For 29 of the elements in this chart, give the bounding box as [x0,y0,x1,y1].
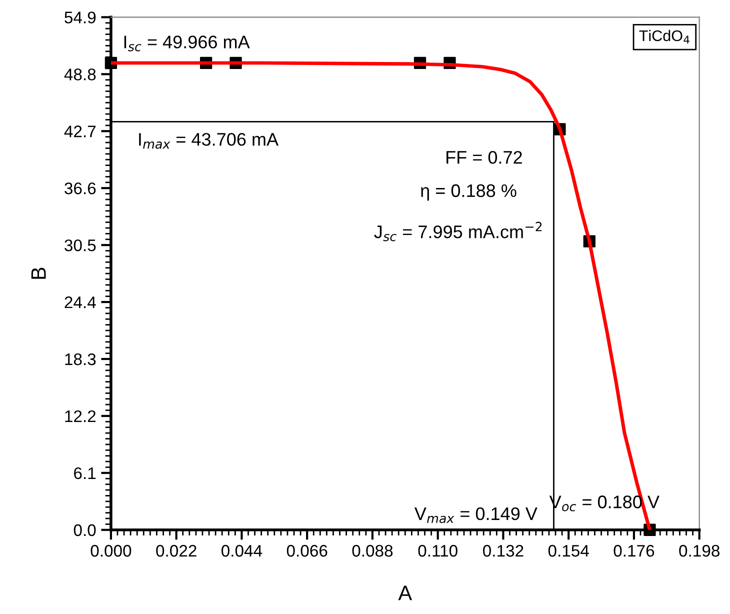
x-axis-title: A [398,586,412,600]
y-tick-label: 48.8 [64,68,96,80]
y-tick-label: 30.5 [64,239,96,252]
x-tick-label: 0.088 [352,544,393,557]
x-tick-label: 0.044 [222,544,262,557]
x-tick-label: 0.110 [418,544,458,557]
y-axis-title: B [31,268,46,279]
y-tick-label: 12.2 [65,410,96,422]
y-tick-label: 24.4 [64,296,96,308]
x-tick-label: 0.022 [156,544,196,557]
y-tick-label: 42.7 [64,126,96,138]
y-tick-label: 18.3 [65,353,96,366]
annotation: I$_{max}$ = 43.706 mA [139,132,279,149]
x-tick-label: 0.154 [548,544,589,557]
x-tick-label: 0.132 [483,544,524,557]
x-tick-label: 0.176 [614,544,654,557]
y-tick-label: 6.1 [74,467,96,480]
annotation: I$_{sc}$ = 49.966 mA [124,36,250,52]
annotation: η = 0.188 % [421,184,516,201]
x-tick-label: 0.066 [286,544,328,557]
annotation: V$_{max}$ = 0.149 V [414,507,538,524]
annotation: J$_{sc}$ = 7.995 mA.cm$^{−2}$ [374,222,542,242]
y-tick-label: 0.0 [74,524,96,536]
x-tick-label: 0.198 [679,544,720,557]
y-tick-label: 54.9 [64,12,96,24]
annotation: TiCdO$_{4}$ [639,30,690,44]
y-tick-label: 36.6 [64,182,96,194]
x-tick-label: 0.000 [90,544,132,557]
annotation: FF = 0.72 [446,150,522,164]
